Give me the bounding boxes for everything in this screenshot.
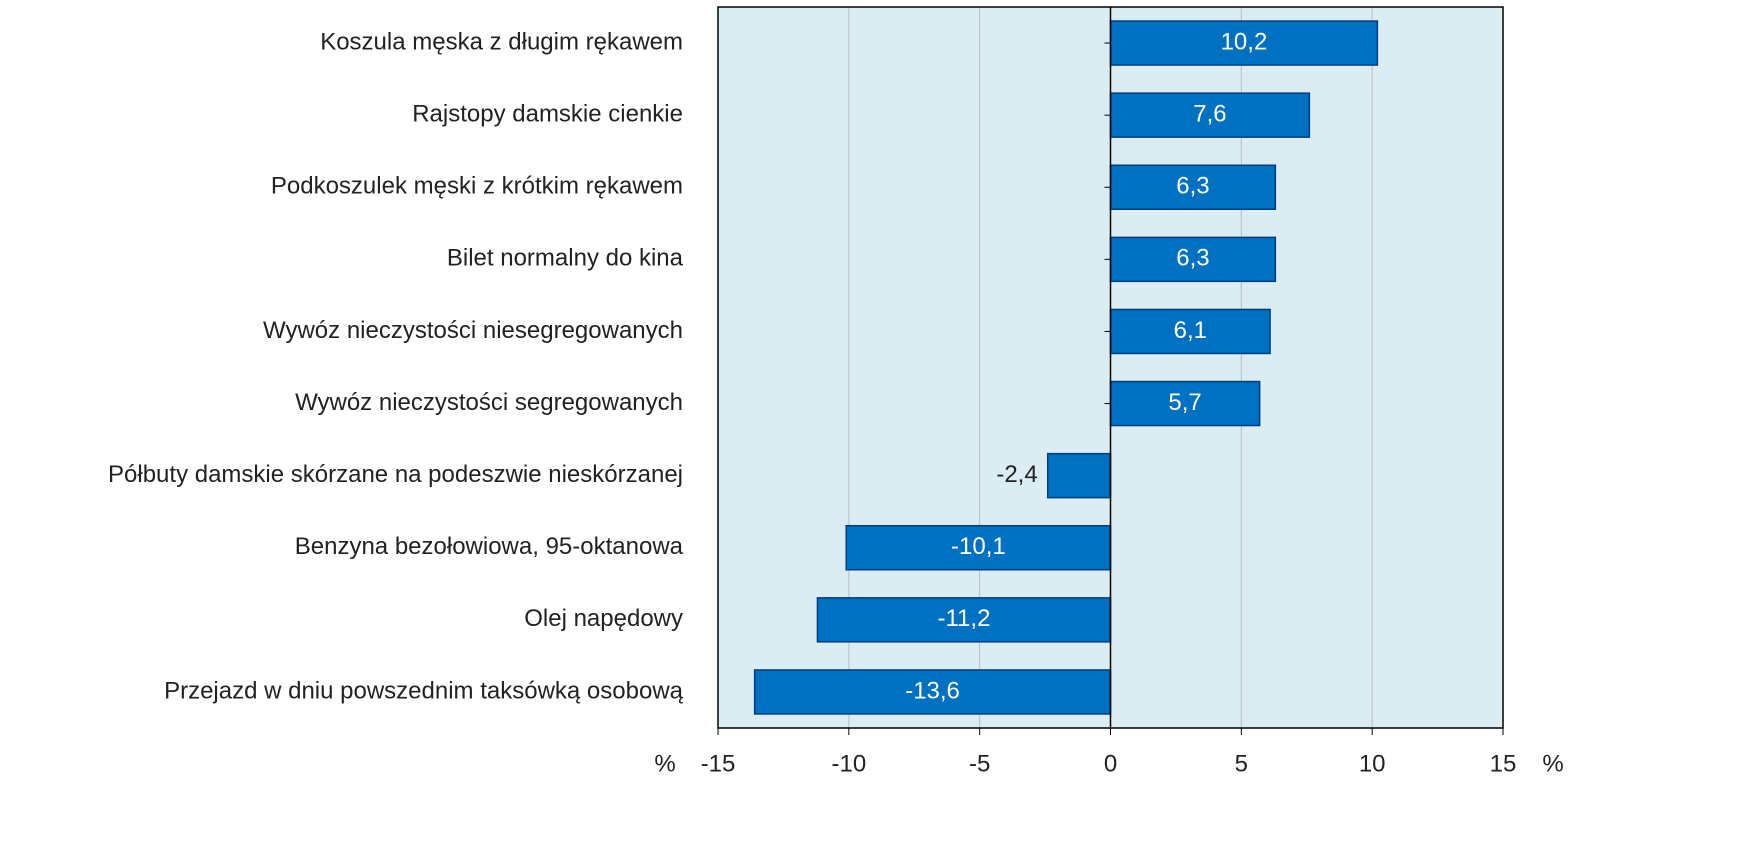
y-tick-label: Rajstopy damskie cienkie: [412, 100, 683, 127]
plot-frame: [717, 6, 1504, 729]
bar: [845, 525, 1112, 571]
value-label: 5,7: [1168, 389, 1201, 416]
value-label: 6,3: [1176, 245, 1209, 272]
bar: [1109, 308, 1271, 355]
x-tick-label: -10: [831, 750, 866, 777]
y-tick-label: Olej napędowy: [524, 605, 683, 632]
value-label: -10,1: [951, 533, 1006, 560]
bar: [1046, 452, 1112, 499]
x-tick-label: 0: [1104, 750, 1117, 777]
value-label: 7,6: [1193, 100, 1226, 127]
y-tick-label: Przejazd w dniu powszednim taksówką osob…: [164, 677, 684, 704]
y-tick-label: Wywóz nieczystości segregowanych: [295, 389, 683, 416]
value-label: -2,4: [996, 461, 1037, 488]
bar: [753, 669, 1112, 715]
y-tick-label: Podkoszulek męski z krótkim rękawem: [271, 173, 683, 200]
value-label: 6,3: [1176, 173, 1209, 200]
x-unit-left: %: [654, 750, 675, 777]
bar: [1109, 236, 1277, 283]
x-tick-label: -15: [701, 750, 736, 777]
x-tick-label: 5: [1235, 750, 1248, 777]
bar: [1109, 20, 1379, 66]
y-tick-label: Wywóz nieczystości niesegregowanych: [263, 317, 683, 344]
value-label: 10,2: [1221, 28, 1268, 55]
bar: [816, 597, 1112, 643]
x-tick-label: -5: [969, 750, 990, 777]
bar: [1109, 380, 1261, 427]
bar: [1109, 92, 1311, 138]
value-label: 6,1: [1174, 317, 1207, 344]
x-tick-label: 10: [1359, 750, 1386, 777]
y-tick-label: Półbuty damskie skórzane na podeszwie ni…: [108, 461, 683, 488]
value-label: -11,2: [938, 605, 991, 632]
x-unit-right: %: [1542, 750, 1563, 777]
y-tick-label: Bilet normalny do kina: [447, 245, 684, 272]
bar: [1109, 164, 1277, 210]
value-label: -13,6: [905, 677, 960, 704]
y-tick-label: Benzyna bezołowiowa, 95-oktanowa: [295, 533, 684, 560]
x-tick-label: 15: [1490, 750, 1517, 777]
y-tick-label: Koszula męska z długim rękawem: [320, 28, 683, 55]
